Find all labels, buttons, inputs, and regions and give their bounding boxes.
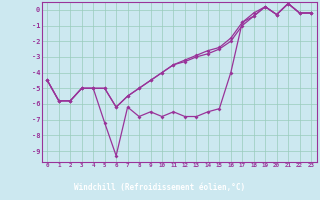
Text: Windchill (Refroidissement éolien,°C): Windchill (Refroidissement éolien,°C): [75, 183, 245, 192]
